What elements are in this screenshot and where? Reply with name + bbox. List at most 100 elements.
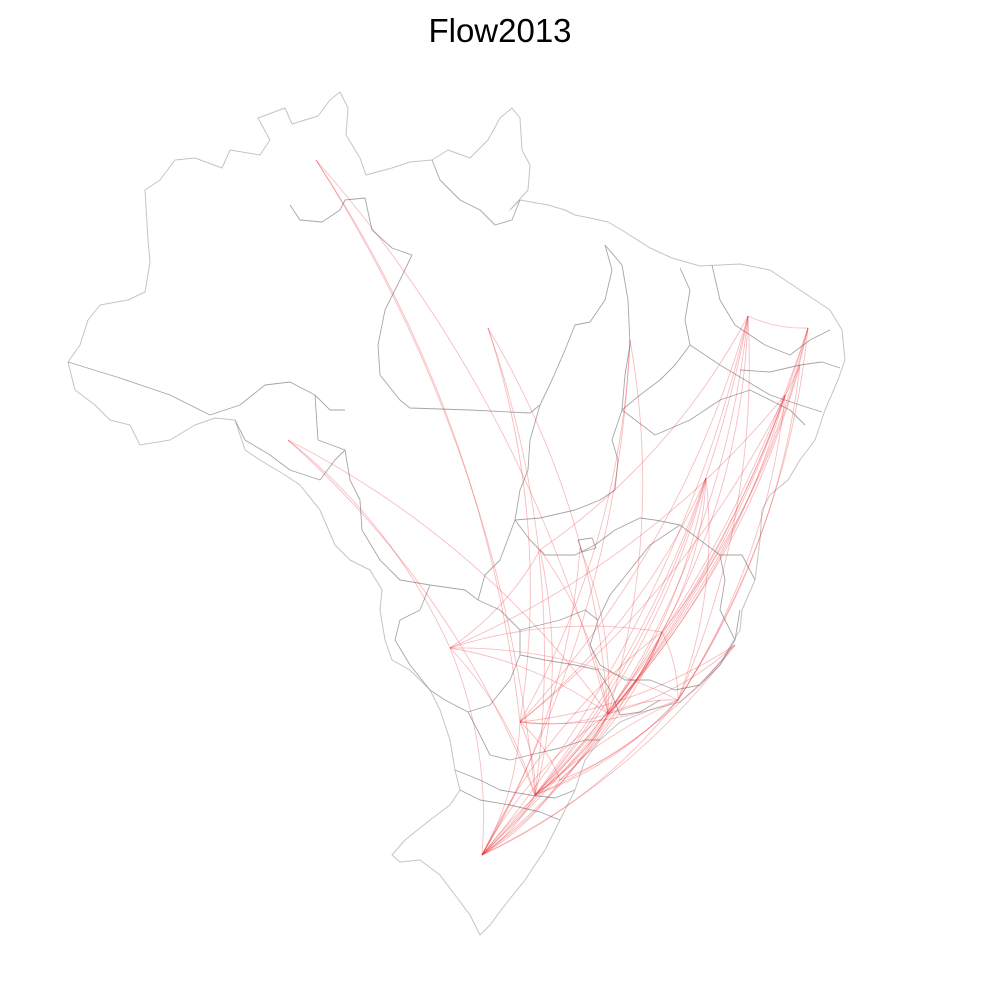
flow-line-sp-sc [559,713,609,781]
border-para-south [377,344,541,414]
flow-line-rn-pr [534,327,809,796]
flow-line-rj-rs [481,699,679,856]
flow-line-es-sp [607,644,736,715]
flow-line-sp-rj [607,699,679,715]
flow-line-pb-rj [677,364,801,701]
flow-line-ba-sp [607,477,707,715]
flow-line-ac-mt [287,439,451,649]
flow-line-pa-pr [487,327,545,796]
flow-line-pb-sp [607,364,801,715]
state-borders [67,91,846,936]
flow-line-rn-mg [661,327,809,633]
flow-line-rs-mg [481,631,663,856]
flow-line-ba-ms [519,477,707,723]
flow-line-pr-sc [534,779,561,796]
flow-line-go-mt [449,549,541,649]
border-tocantins-south [514,409,623,521]
flow-line-rn-sp [607,327,809,715]
border-bahia-north [621,389,806,436]
flow-line-mt-rs [449,647,484,856]
flow-line-ba-rs [481,477,707,856]
flow-line-pe-mt [449,394,786,649]
country-outline [67,91,846,936]
flow-line-mt-mg [449,625,663,649]
flow-line-mg-sc [559,631,663,781]
flow-line-ce-sp [607,315,749,715]
flow-line-sp-pr [534,713,609,796]
flow-line-ce-rs [481,315,749,856]
flow-line-pa-ms [487,327,531,723]
border-amazonas-south [67,361,345,416]
flow-line-mt-rj [449,647,679,701]
border-ms [394,584,521,713]
flow-line-rs-sp [481,713,609,856]
flow-line-ac-sp [287,439,609,715]
border-espirito-santo [719,554,736,641]
flow-line-ms-rs [481,721,521,856]
flow-line-mt-sp [449,647,609,715]
border-rondonia [234,419,346,481]
flow-line-ba-mg [661,477,707,633]
flow-line-ce-ms [519,315,749,723]
flow-line-ma-rs [481,339,631,856]
border-para-east [539,244,613,406]
border-pb-pe [739,361,841,373]
border-df [577,537,597,553]
flow-line-rr-pr [315,159,536,796]
border-amazonas-east [289,197,413,346]
flow-line-rn-rs [481,327,809,856]
border-parana [467,711,600,761]
flow-line-mg-pr [534,631,663,796]
flow-line-ma-sp [607,339,644,715]
flow-line-es-pr [534,644,736,796]
border-amapa [431,159,521,226]
flow-line-pe-rs [481,394,786,856]
flow-line-mg-rs [481,631,663,856]
flow-line-go-sp [539,549,609,715]
flow-line-df-rs [481,547,581,856]
flow-line-pe-rj [677,394,786,701]
flow-line-rr-sp [315,159,609,715]
flow-line-df-sp [579,547,610,715]
flow-line-rj-ms [519,699,679,725]
border-mg [589,609,741,691]
border-maranhao-piaui [604,244,631,411]
flow-line-pa-sp [487,327,609,715]
border-mt-north [314,394,479,601]
border-ceara-rn [711,264,831,356]
flow-line-es-ms [519,644,736,723]
flow-line-ce-pr [534,315,749,796]
flow-line-ma-ms [519,339,631,723]
flow-line-mg-rj [661,631,679,701]
flow-line-ce-rj [677,315,750,701]
border-sp [519,654,661,716]
border-mg-north [597,524,756,621]
flow-line-rn-rj [677,327,809,701]
flow-line-pr-rs [481,794,536,856]
border-mt-east [477,519,516,601]
flow-line-sp-rs [481,713,609,856]
flow-line-pe-pr [534,394,786,796]
flow-line-ba-pr [534,477,707,796]
border-sc [454,769,576,799]
flow-line-ms-sc [519,721,561,781]
flow-line-sp-ms [519,713,609,725]
flow-line-ce-mg [661,315,749,633]
flow-line-mg-sp [607,631,663,715]
border-pe-al [689,344,823,413]
flow-line-ac-pr [287,439,536,796]
map-title: Flow2013 [428,12,572,49]
flow-line-pb-ms [519,364,801,723]
flow-line-mt-pr [449,647,536,796]
flow-line-rj-sc [559,699,679,781]
flow-line-rs-rj [481,699,679,856]
flow-line-rn-ce [747,315,809,329]
flow-line-ce-go [539,315,749,551]
border-goias-south [477,599,599,631]
flow-line-sc-rs [481,779,561,856]
border-piaui-ceara [621,267,691,411]
flow-lines [287,159,809,856]
flow-line-es-rs [481,644,736,856]
border-rs [459,789,561,821]
